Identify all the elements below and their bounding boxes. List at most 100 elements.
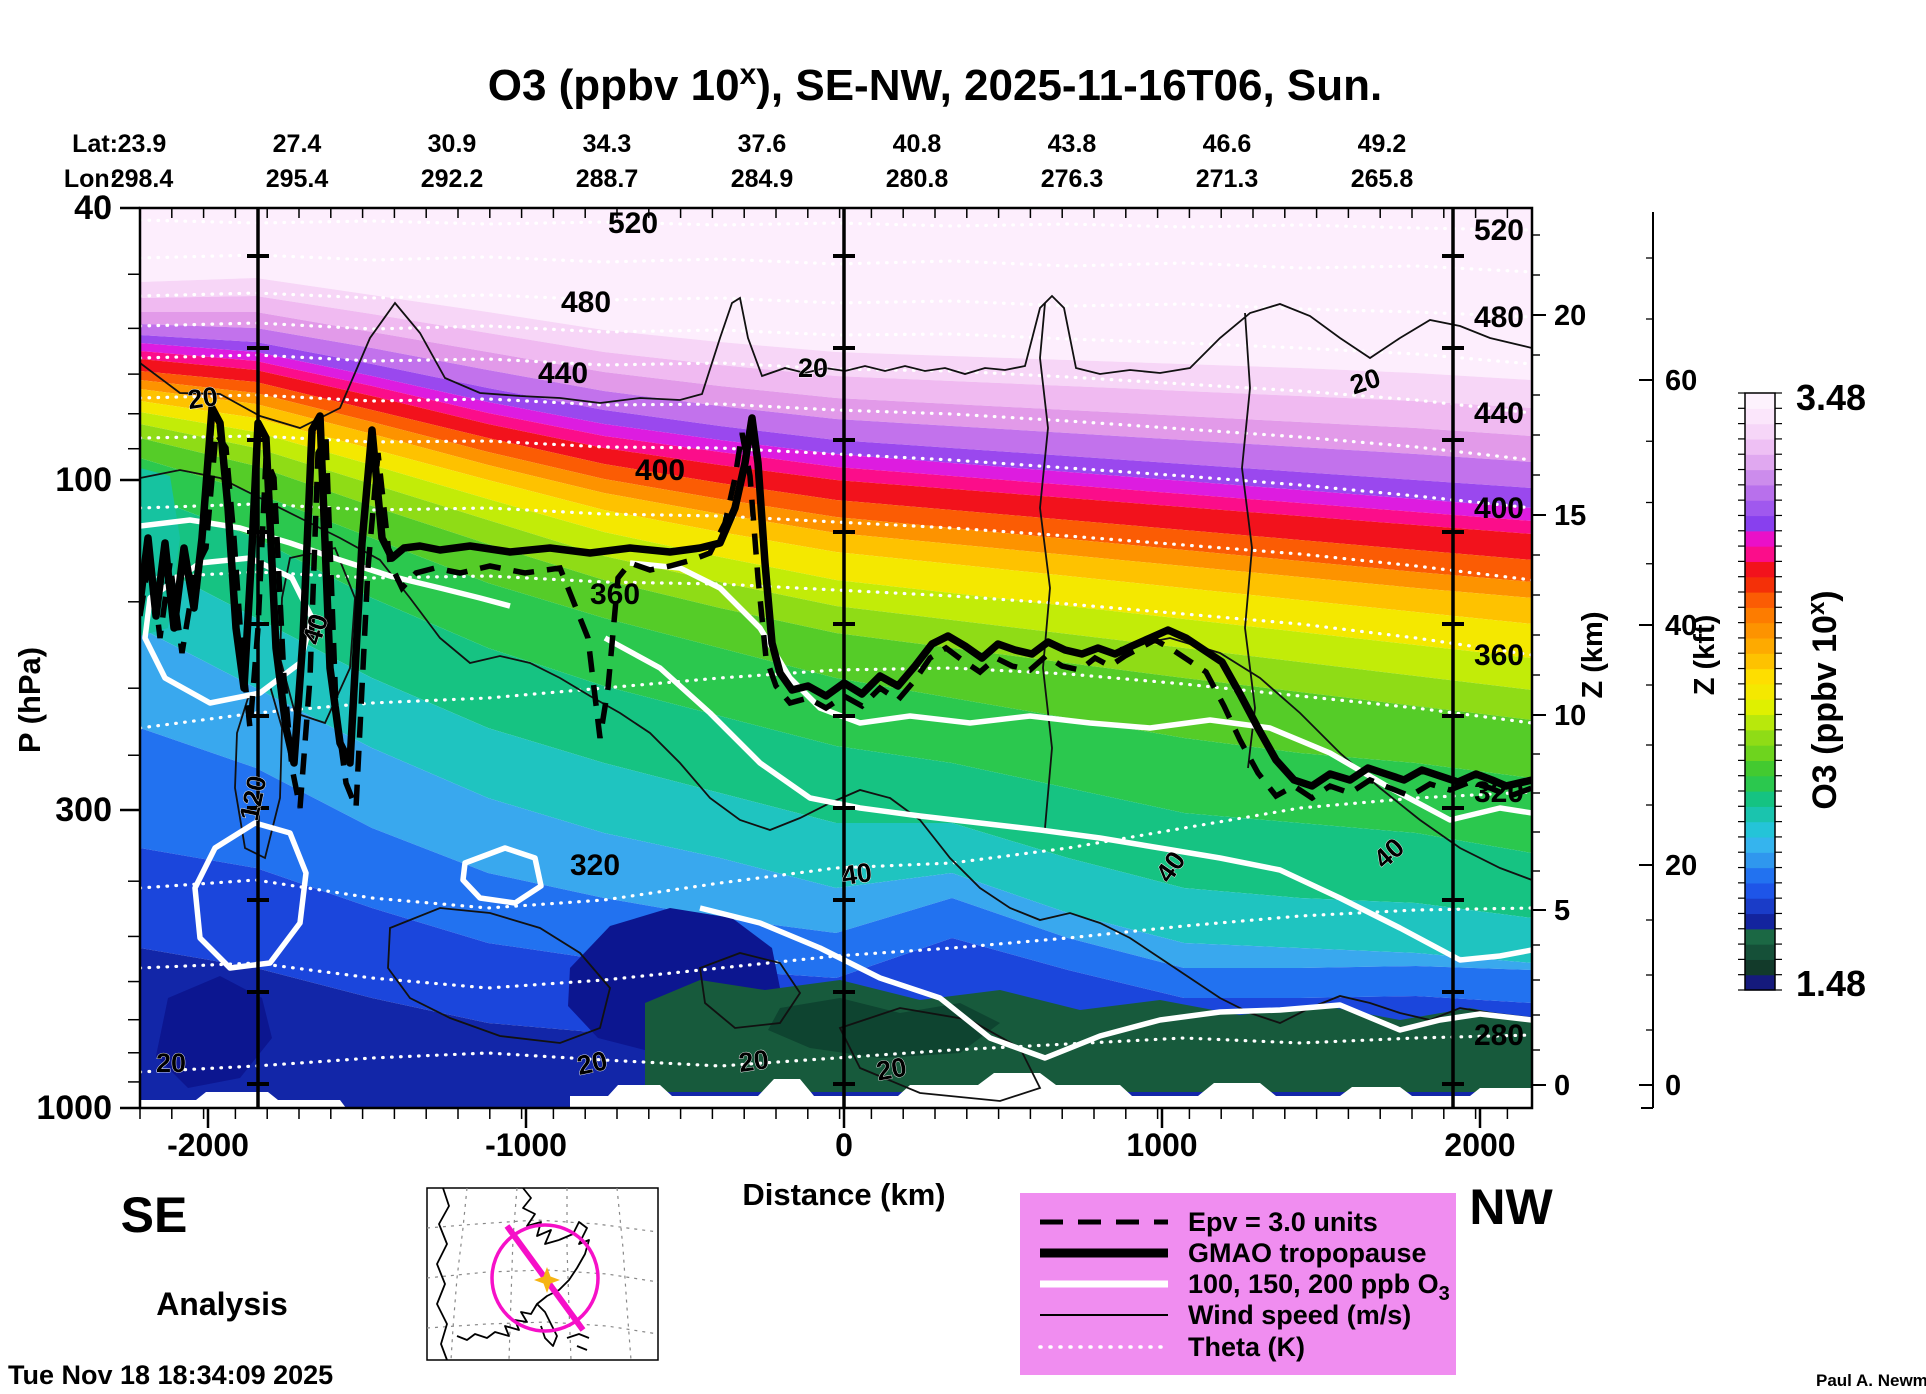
ozone-band bbox=[140, 312, 1532, 462]
distance-tick-label: 1000 bbox=[1126, 1127, 1197, 1163]
map-graticule-line bbox=[450, 1187, 468, 1361]
map-graticule-line bbox=[566, 1188, 572, 1361]
lat-lon-values: 23.9 298.4 27.4 295.4 30.9 292.2 34.3 288.7 37.6… bbox=[111, 130, 1414, 193]
ozone-band bbox=[140, 380, 1532, 598]
ozone-band bbox=[140, 728, 1532, 1003]
pressure-tick-label: 300 bbox=[55, 791, 112, 829]
ozone-band bbox=[140, 424, 1532, 720]
colorbar-segment bbox=[1745, 561, 1775, 578]
legend-label-wind-speed: Wind speed (m/s) bbox=[1188, 1300, 1411, 1330]
theta-contour-340 bbox=[140, 666, 1532, 730]
theta-label: 520 bbox=[1474, 214, 1524, 247]
colorbar-segment bbox=[1745, 484, 1775, 501]
colorbar-segment bbox=[1745, 913, 1775, 930]
lat-value: 30.9 bbox=[428, 130, 477, 158]
theta-contour-520 bbox=[140, 218, 1532, 232]
colorbar-segment bbox=[1745, 438, 1775, 455]
colorbar-segment bbox=[1745, 974, 1775, 991]
theta-contour-480 bbox=[140, 291, 1532, 319]
lon-value: 295.4 bbox=[266, 165, 329, 193]
pressure-tick-label: 100 bbox=[55, 461, 112, 499]
gmao-tropopause-line bbox=[140, 404, 1532, 790]
zkm-tick-label: 15 bbox=[1554, 500, 1586, 532]
o3-contour bbox=[699, 905, 1532, 1061]
colorbar-segment bbox=[1745, 393, 1775, 409]
theta-label: 400 bbox=[635, 454, 685, 487]
theta-label: 360 bbox=[590, 578, 640, 611]
legend-label-o3-contours: 100, 150, 200 ppb O3 bbox=[1188, 1269, 1450, 1305]
map-content bbox=[426, 1187, 659, 1361]
legend-label-epv: Epv = 3.0 units bbox=[1188, 1207, 1378, 1237]
zkft-tick-label: 40 bbox=[1665, 610, 1697, 642]
colorbar-segment bbox=[1745, 653, 1775, 670]
pressure-axis-label: P (hPa) bbox=[12, 647, 47, 753]
map-graticule-line bbox=[426, 1219, 659, 1233]
ozone-patch bbox=[156, 976, 272, 1088]
figure-title: O3 (ppbv 10x), SE-NW, 2025-11-16T06, Sun… bbox=[488, 58, 1383, 110]
legend-label-tropopause: GMAO tropopause bbox=[1188, 1238, 1427, 1268]
map-coastline bbox=[436, 1187, 450, 1361]
zkft-tick-label: 60 bbox=[1665, 365, 1697, 397]
zkm-tick-label: 5 bbox=[1554, 895, 1570, 927]
lat-value: 46.6 bbox=[1203, 130, 1252, 158]
colorbar-segment bbox=[1745, 683, 1775, 700]
ozone-band bbox=[140, 278, 1532, 408]
lat-value: 27.4 bbox=[273, 130, 322, 158]
colorbar-segment bbox=[1745, 867, 1775, 884]
ozone-band bbox=[140, 335, 1532, 508]
ozone-band bbox=[140, 208, 1532, 380]
colorbar-min-value: 1.48 bbox=[1796, 963, 1866, 1004]
ozone-band bbox=[140, 493, 1532, 918]
wind-speed-label: 20 bbox=[798, 353, 828, 383]
zkm-tick-label: 20 bbox=[1554, 300, 1586, 332]
theta-label: 440 bbox=[1474, 397, 1524, 430]
colorbar-segment bbox=[1745, 454, 1775, 471]
analysis-label: Analysis bbox=[156, 1286, 288, 1322]
wind-contour bbox=[387, 907, 611, 1044]
theta-contour-500 bbox=[140, 253, 1532, 274]
theta-contour-320 bbox=[140, 790, 1532, 910]
map-inset bbox=[426, 1187, 659, 1361]
lon-value: 271.3 bbox=[1196, 165, 1259, 193]
wind-contour bbox=[1039, 302, 1053, 829]
lat-value: 40.8 bbox=[893, 130, 942, 158]
colorbar-segment bbox=[1745, 959, 1775, 976]
wind-speed-label: 40 bbox=[840, 857, 874, 891]
colorbar-segment bbox=[1745, 530, 1775, 547]
theta-contour-300 bbox=[140, 906, 1532, 990]
colorbar-segment bbox=[1745, 592, 1775, 608]
colorbar-max-value: 3.48 bbox=[1796, 377, 1866, 418]
lon-value: 284.9 bbox=[731, 165, 794, 193]
wind-contour bbox=[140, 469, 1532, 1024]
ozone-patch bbox=[140, 1092, 346, 1108]
ozone-band bbox=[140, 401, 1532, 658]
theta-label: 280 bbox=[1474, 1019, 1524, 1052]
distance-tick-label: -2000 bbox=[167, 1127, 249, 1163]
colorbar-segment bbox=[1745, 576, 1775, 593]
wind-contour bbox=[699, 952, 802, 1029]
colorbar-segment bbox=[1745, 852, 1775, 869]
wind-speed-label: 20 bbox=[574, 1045, 610, 1081]
plot-frame bbox=[138, 206, 1534, 1110]
colorbar-segment bbox=[1745, 515, 1775, 532]
lon-value: 280.8 bbox=[886, 165, 949, 193]
map-graticule-line bbox=[508, 1187, 518, 1361]
lat-value: 43.8 bbox=[1048, 130, 1097, 158]
colorbar-segment bbox=[1745, 882, 1775, 899]
colorbar-segment bbox=[1745, 791, 1775, 807]
theta-label: 360 bbox=[1474, 639, 1524, 672]
wind-contour bbox=[234, 684, 283, 860]
map-graticule-line bbox=[426, 1321, 659, 1335]
lat-value: 23.9 bbox=[118, 130, 167, 158]
zkft-tick-label: 20 bbox=[1665, 850, 1697, 882]
lon-row-label: Lon: bbox=[64, 165, 118, 193]
colorbar-segment bbox=[1745, 607, 1775, 624]
colorbar-segment bbox=[1745, 637, 1775, 654]
ozone-band bbox=[140, 296, 1532, 436]
colorbar-segment bbox=[1745, 546, 1775, 562]
colorbar-segment bbox=[1745, 469, 1775, 486]
map-coastline bbox=[522, 1187, 560, 1245]
lat-value: 34.3 bbox=[583, 130, 632, 158]
map-graticule-line bbox=[616, 1187, 632, 1361]
theta-contour-380 bbox=[140, 502, 1532, 582]
